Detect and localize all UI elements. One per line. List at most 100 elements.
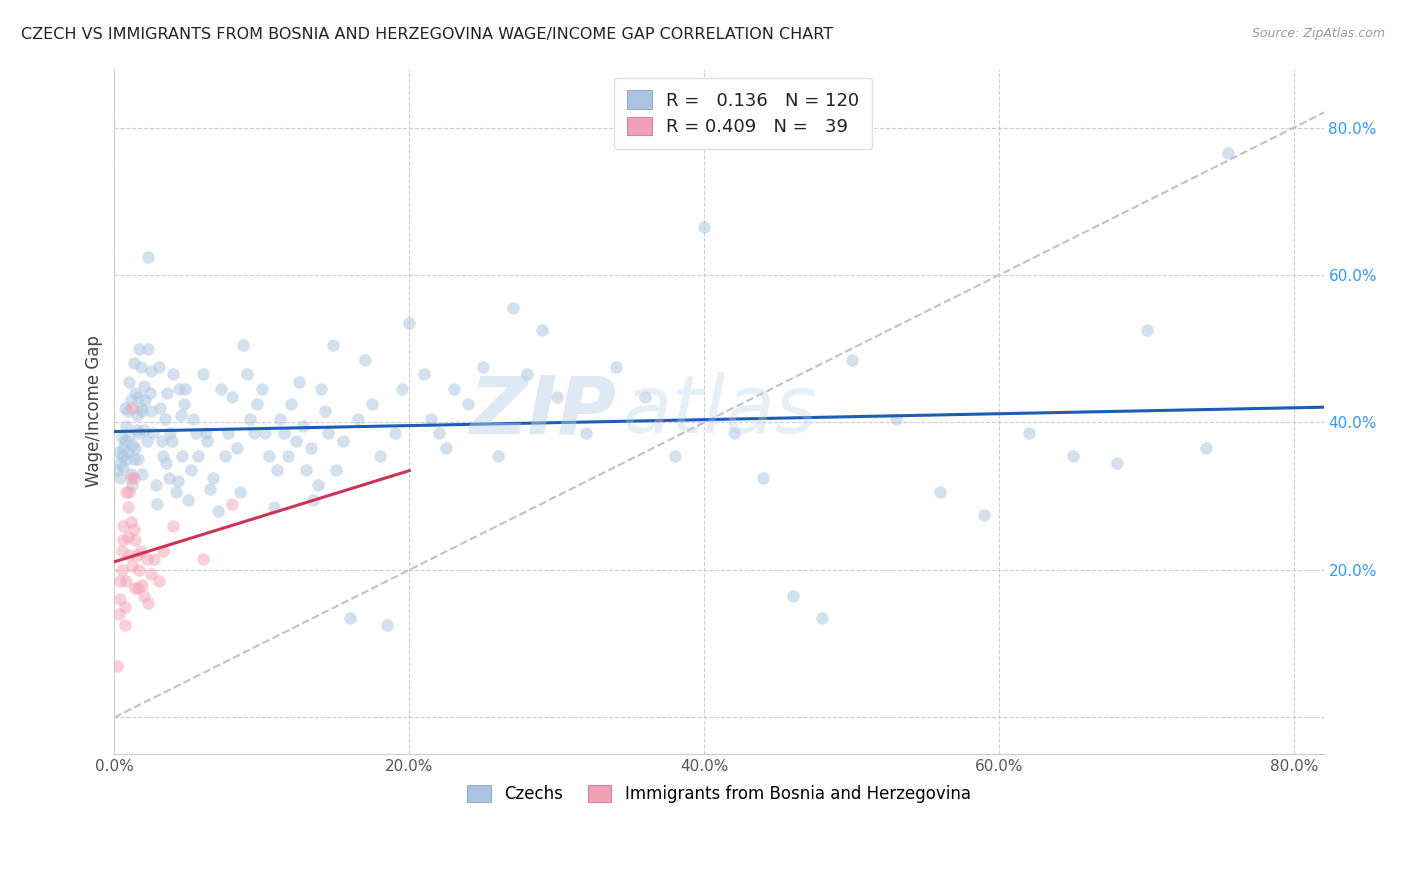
Point xyxy=(166,475,188,489)
Point xyxy=(120,467,142,481)
Point xyxy=(115,419,138,434)
Point xyxy=(273,426,295,441)
Point xyxy=(141,364,163,378)
Point xyxy=(346,411,368,425)
Point xyxy=(110,456,132,470)
Point xyxy=(108,445,131,459)
Point xyxy=(159,426,181,441)
Point xyxy=(120,515,142,529)
Point xyxy=(132,378,155,392)
Point xyxy=(1136,323,1159,337)
Text: atlas: atlas xyxy=(623,372,817,450)
Point xyxy=(200,482,222,496)
Point xyxy=(1107,456,1129,470)
Point xyxy=(142,426,165,441)
Point xyxy=(153,411,176,425)
Point xyxy=(195,434,218,448)
Point xyxy=(391,382,413,396)
Point xyxy=(325,463,347,477)
Point xyxy=(173,397,195,411)
Point xyxy=(229,485,252,500)
Point xyxy=(127,390,149,404)
Point xyxy=(292,419,315,434)
Point xyxy=(111,544,134,558)
Point xyxy=(307,478,329,492)
Point xyxy=(165,485,187,500)
Point xyxy=(152,449,174,463)
Point xyxy=(546,390,568,404)
Point xyxy=(782,589,804,603)
Point xyxy=(136,250,159,264)
Point xyxy=(117,530,139,544)
Point xyxy=(136,342,159,356)
Point xyxy=(1194,441,1216,455)
Point xyxy=(811,611,834,625)
Point xyxy=(472,360,495,375)
Point xyxy=(127,582,149,596)
Point xyxy=(339,611,361,625)
Point xyxy=(134,393,156,408)
Point xyxy=(141,404,163,418)
Point xyxy=(145,478,167,492)
Point xyxy=(122,522,145,536)
Point xyxy=(160,434,183,448)
Point xyxy=(280,397,302,411)
Point xyxy=(114,618,136,632)
Point xyxy=(443,382,465,396)
Point xyxy=(111,430,134,444)
Text: CZECH VS IMMIGRANTS FROM BOSNIA AND HERZEGOVINA WAGE/INCOME GAP CORRELATION CHAR: CZECH VS IMMIGRANTS FROM BOSNIA AND HERZ… xyxy=(21,27,834,42)
Point xyxy=(148,574,170,588)
Point xyxy=(752,471,775,485)
Point xyxy=(105,658,128,673)
Point xyxy=(129,544,152,558)
Point xyxy=(111,449,134,463)
Point xyxy=(132,423,155,437)
Point xyxy=(207,504,229,518)
Point xyxy=(122,452,145,467)
Point xyxy=(246,397,269,411)
Point xyxy=(124,582,146,596)
Point xyxy=(108,607,131,621)
Point xyxy=(884,411,907,425)
Point xyxy=(111,563,134,577)
Point xyxy=(115,574,138,588)
Point xyxy=(269,411,291,425)
Point xyxy=(413,368,436,382)
Point xyxy=(115,452,138,467)
Point xyxy=(125,548,148,562)
Point xyxy=(139,386,162,401)
Point xyxy=(124,386,146,401)
Point xyxy=(221,496,243,510)
Point xyxy=(1062,449,1084,463)
Point xyxy=(131,577,153,591)
Point xyxy=(177,492,200,507)
Point xyxy=(124,441,146,455)
Point xyxy=(157,471,180,485)
Point xyxy=(105,463,128,477)
Point xyxy=(121,437,143,451)
Point xyxy=(118,548,141,562)
Point xyxy=(486,449,509,463)
Point xyxy=(112,533,135,548)
Point xyxy=(118,485,141,500)
Point xyxy=(112,441,135,455)
Point xyxy=(114,434,136,448)
Point xyxy=(114,401,136,415)
Y-axis label: Wage/Income Gap: Wage/Income Gap xyxy=(86,335,103,487)
Point xyxy=(136,596,159,610)
Point xyxy=(434,441,457,455)
Point xyxy=(125,408,148,422)
Point xyxy=(125,423,148,437)
Point xyxy=(110,574,132,588)
Point xyxy=(250,382,273,396)
Point xyxy=(398,316,420,330)
Point xyxy=(841,352,863,367)
Point xyxy=(129,360,152,375)
Point xyxy=(375,618,398,632)
Point xyxy=(191,551,214,566)
Point xyxy=(605,360,627,375)
Point xyxy=(155,456,177,470)
Point xyxy=(516,368,538,382)
Point xyxy=(384,426,406,441)
Point xyxy=(110,592,132,607)
